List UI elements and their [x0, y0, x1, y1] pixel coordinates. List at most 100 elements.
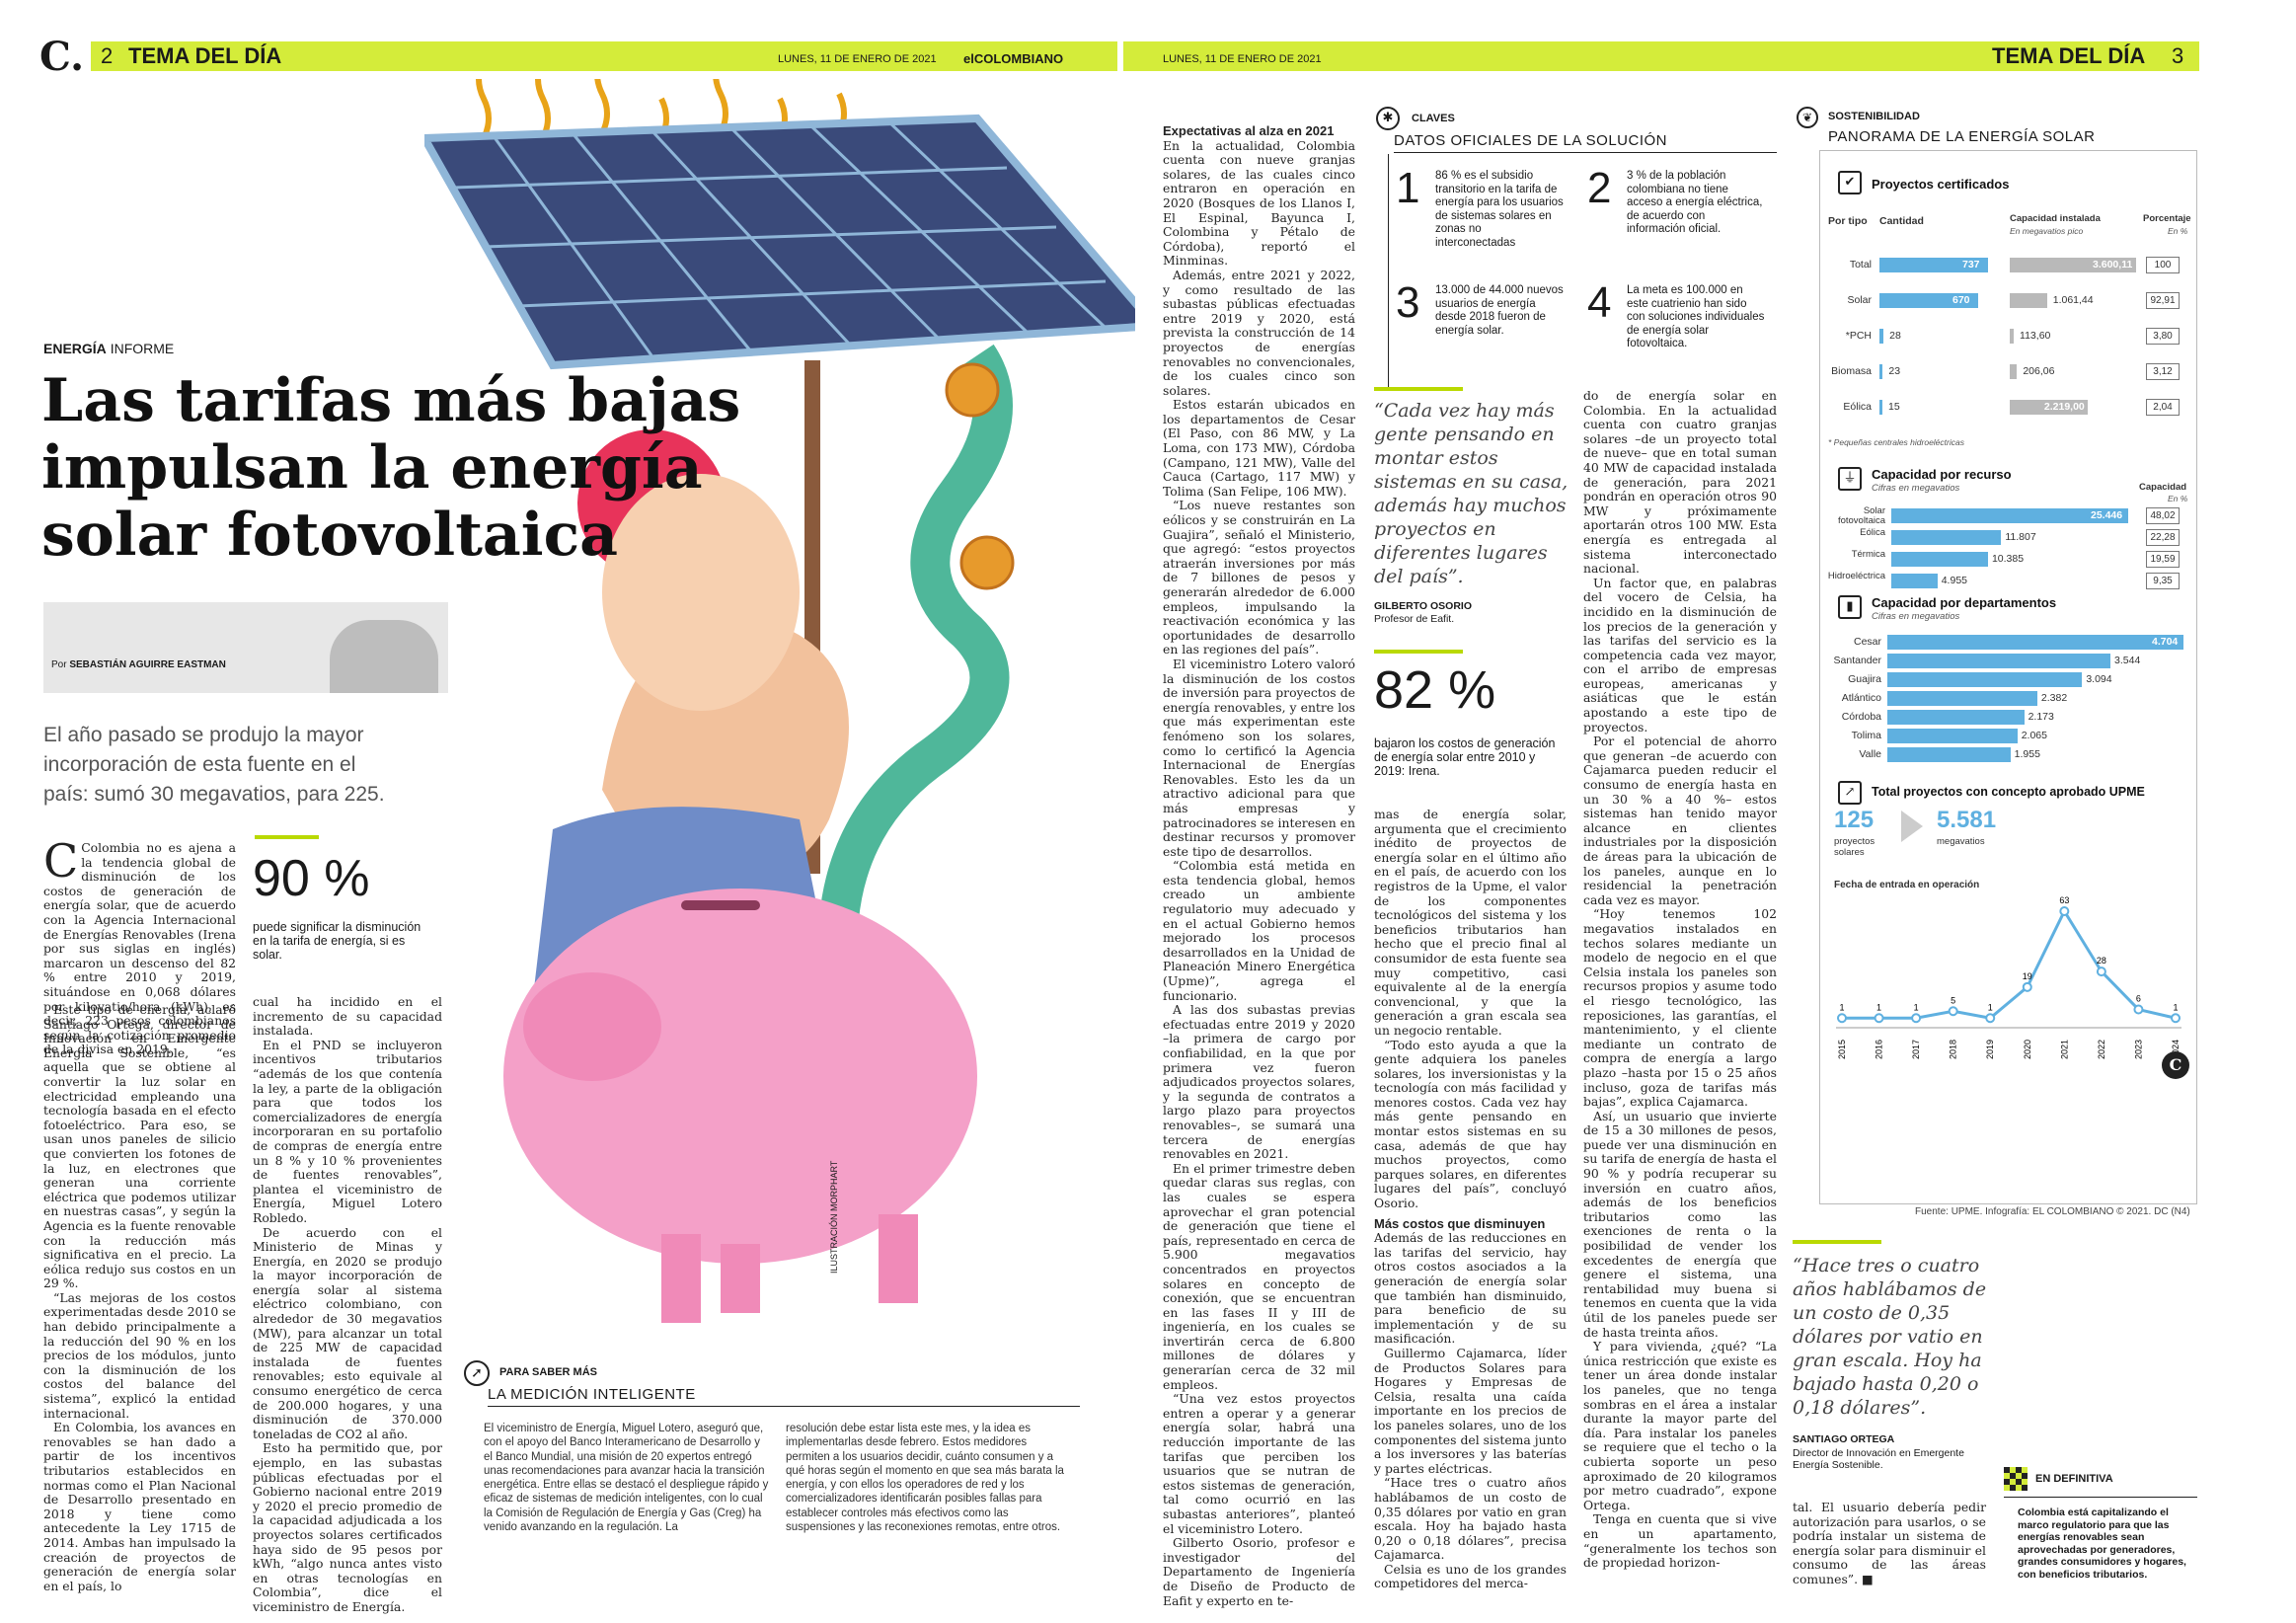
stat2-value: 82 %: [1374, 660, 1496, 720]
sec1-h-pct-sub: En %: [2168, 226, 2188, 236]
data-point: [1948, 1006, 1958, 1017]
quote2: “Hace tres o cuatro años hablábamos de u…: [1793, 1255, 1987, 1419]
paragraph: “Colombia está metida en esta tendencia …: [1163, 858, 1355, 1003]
page-number-right: 3: [2172, 43, 2184, 68]
value-percent: 2,04: [2146, 399, 2180, 416]
saber-col-1: El viceministro de Energía, Miguel Loter…: [484, 1423, 769, 1534]
clave-number: 3: [1396, 278, 1420, 327]
body-col-6: tal. El usuario debería pedir autorizaci…: [1793, 1500, 1986, 1587]
date-right: LUNES, 11 DE ENERO DE 2021: [1163, 53, 1322, 65]
clave-number: 1: [1396, 164, 1420, 212]
bar-capacity: [1887, 672, 2083, 687]
quote1-role: Profesor de Eafit.: [1374, 613, 1455, 625]
data-label: 5: [1951, 995, 1955, 1005]
sec3-row-label: Guajira: [1848, 673, 1881, 685]
bar-capacity: [2010, 293, 2047, 308]
clave-text: La meta es 100.000 en este cuatrienio ha…: [1627, 284, 1765, 349]
data-point: [1985, 1013, 1996, 1024]
checker-icon: [2004, 1467, 2028, 1491]
sec3-row-label: Tolima: [1851, 730, 1881, 741]
page-number-left: 2: [101, 43, 114, 68]
tick-label: 2020: [2023, 1040, 2032, 1059]
sec1-h-cap: Capacidad instalada: [2010, 213, 2101, 224]
line-chart: 1 2015 1 2016 1 2017 5 2018 1 2019 19 2020 63 2021 28 2…: [1836, 895, 2181, 1059]
data-point: [2022, 981, 2032, 992]
paragraph: Por el potencial de ahorro que generan –…: [1583, 734, 1777, 907]
sec2-row-label: Hidroeléctrica: [1827, 571, 1885, 581]
value-capacity: 3.544: [2114, 655, 2141, 666]
value-capacity: 2.065: [2021, 730, 2047, 741]
rocket-icon: ➚: [464, 1360, 490, 1386]
section-title-right: TEMA DEL DÍA: [1992, 43, 2146, 68]
data-point: [1911, 1013, 1922, 1024]
bar-capacity: [1887, 654, 2111, 668]
data-label: 1: [1988, 1002, 1993, 1012]
quote1-rule: [1374, 387, 1463, 391]
sec2-h-cap: Capacidad: [2139, 482, 2187, 493]
body-col-3: Expectativas al alza en 2021 En la actua…: [1163, 123, 1355, 1608]
sec4-mw: 5.581: [1937, 807, 1997, 833]
sec1-h-cant: Cantidad: [1879, 215, 1924, 227]
bar-capacity: [1887, 710, 2025, 725]
sec1-title: Proyectos certificados: [1872, 177, 2010, 192]
value-capacity: 1.955: [2014, 748, 2040, 760]
logo: C.: [39, 34, 85, 80]
value-capacity: 10.385: [1991, 553, 2025, 565]
tick-label: 2024: [2171, 1040, 2181, 1059]
quote2-rule: [1793, 1240, 1881, 1244]
paragraph: “Las mejoras de los costos experimentada…: [43, 1289, 236, 1421]
paragraph: En Colombia, los avances en renovables s…: [43, 1420, 236, 1593]
bar-capacity: [1891, 552, 1988, 567]
paragraph: A las dos subastas previas efectuadas en…: [1163, 1002, 1355, 1162]
value-percent: 9,35: [2146, 573, 2180, 589]
section-title-left: TEMA DEL DÍA: [128, 43, 282, 68]
kicker: ENERGÍA INFORME: [43, 341, 174, 356]
tick-label: 2022: [2097, 1040, 2106, 1059]
byline: Por SEBASTIÁN AGUIRRE EASTMAN: [51, 659, 226, 670]
stat1-value: 90 %: [253, 850, 370, 907]
stat1-rule: [255, 835, 319, 839]
paragraph: do de energía solar en Colombia. En la a…: [1583, 388, 1777, 577]
paragraph: “Los nueve restantes son eólicos y se co…: [1163, 498, 1355, 657]
paragraph: Este tipo de energía, aclaró Santiago Or…: [43, 1002, 236, 1291]
byline-name: SEBASTIÁN AGUIRRE EASTMAN: [69, 659, 226, 670]
saber-label: PARA SABER MÁS: [499, 1366, 598, 1378]
infographic-panel: ✔ Proyectos certificados Por tipo Cantid…: [1819, 150, 2197, 1204]
data-label: 28: [2097, 956, 2106, 966]
body-col-1: C Colombia no es ajena a la tendencia glo…: [43, 838, 236, 1057]
headline: Las tarifas más bajas impulsan la energí…: [41, 367, 740, 569]
value-qty: 737: [1962, 259, 1980, 270]
paper-name: elCOLOMBIANO: [963, 51, 1064, 66]
value-percent: 92,91: [2146, 292, 2180, 309]
paragraph: En el primer trimestre deben quedar clar…: [1163, 1160, 1355, 1392]
byline-prefix: Por: [51, 659, 67, 670]
solar-panel: [424, 114, 1135, 370]
quote1-name: GILBERTO OSORIO: [1374, 600, 1472, 612]
lead: El año pasado se produjo la mayor incorp…: [43, 721, 385, 810]
sec2-row-label: Térmica: [1851, 549, 1885, 560]
sec1-h-tipo: Por tipo: [1828, 215, 1868, 227]
value-capacity: 2.219,00: [2043, 401, 2085, 413]
value-qty: 15: [1888, 401, 1900, 413]
data-point: [2096, 966, 2106, 977]
clave-text: 86 % es el subsidio transitorio en la ta…: [1435, 170, 1564, 249]
paragraph: cual ha incidido en el incremento de su …: [253, 994, 442, 1039]
sec3-row-label: Cesar: [1853, 636, 1881, 648]
data-label: 1: [1839, 1002, 1844, 1012]
sec3-row-label: Córdoba: [1841, 711, 1881, 723]
value-percent: 3,12: [2146, 363, 2180, 380]
claves-label: CLAVES: [1412, 113, 1455, 124]
infographic-label: SOSTENIBILIDAD: [1828, 111, 1920, 122]
saber-box: ➚ PARA SABER MÁS LA MEDICIÓN INTELIGENTE…: [460, 1360, 1111, 1578]
byline-box: Por SEBASTIÁN AGUIRRE EASTMAN: [43, 602, 448, 693]
value-percent: 100: [2146, 257, 2180, 273]
body-col-5: do de energía solar en Colombia. En la a…: [1583, 388, 1777, 1571]
body-col-4: mas de energía solar, argumenta que el c…: [1374, 807, 1567, 1591]
paragraph: Celsia es uno de los grandes competidore…: [1374, 1561, 1567, 1591]
data-point: [2133, 1004, 2144, 1015]
quote2-name: SANTIAGO ORTEGA: [1793, 1433, 1895, 1445]
headline-line: impulsan la energía: [41, 433, 703, 502]
col4-head: Más costos que disminuyen: [1374, 1215, 1546, 1231]
paragraph: Además, entre 2021 y 2022, y como result…: [1163, 267, 1355, 398]
value-percent: 48,02: [2146, 507, 2180, 524]
